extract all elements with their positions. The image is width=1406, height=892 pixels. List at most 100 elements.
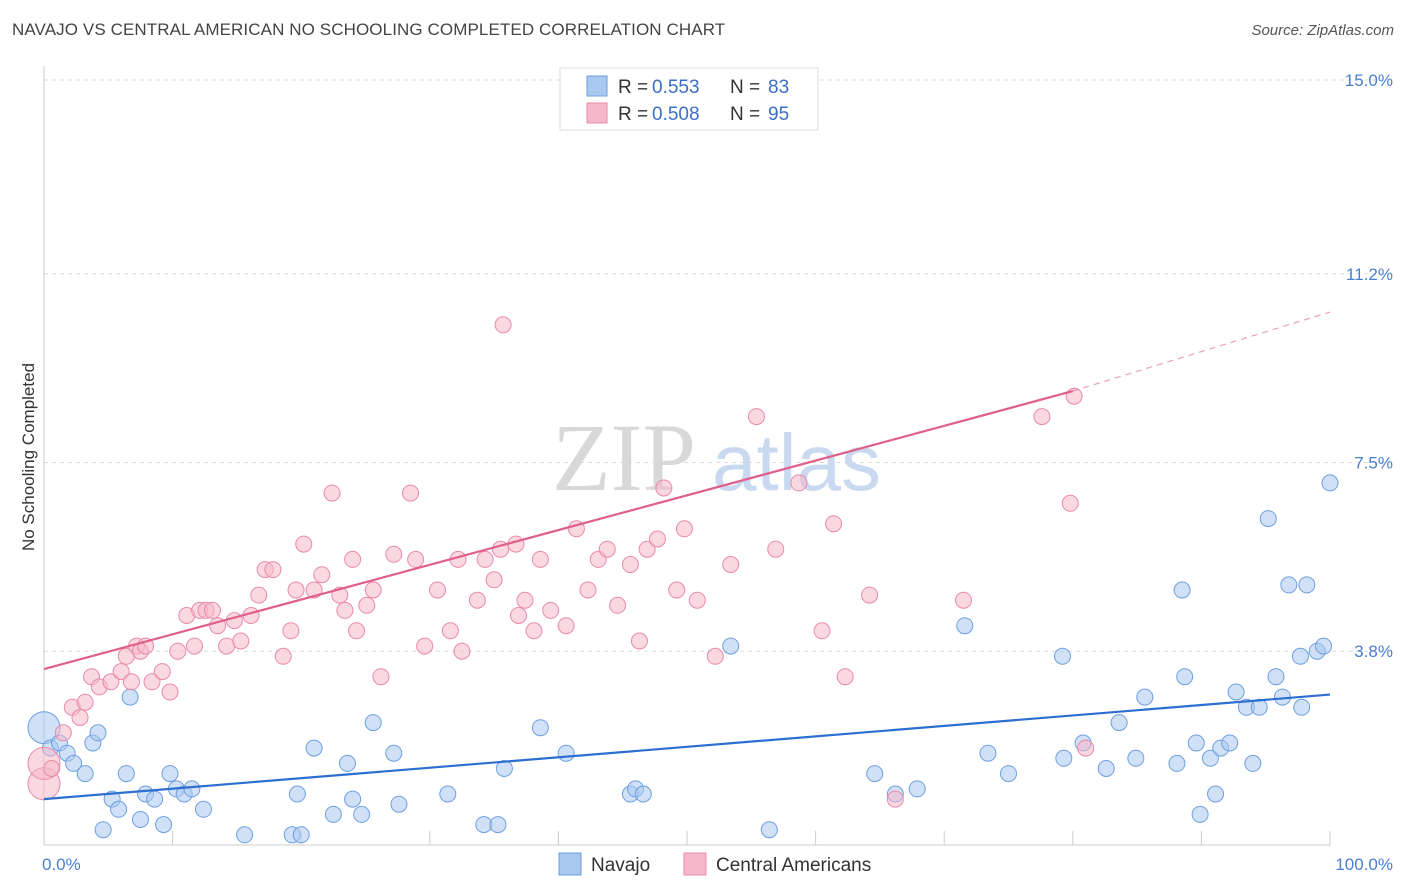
central-point-33	[274, 647, 292, 665]
central-point-44	[358, 596, 376, 614]
central-point-64	[531, 550, 549, 568]
central-point-48	[402, 484, 420, 502]
navajo-point-51	[1054, 647, 1072, 665]
central-point-86	[825, 515, 843, 533]
central-point-26	[218, 637, 236, 655]
navajo-point-13	[131, 811, 149, 828]
legend-n-label-central: N =	[730, 104, 760, 125]
y-tick-label-1: 7.5%	[1354, 454, 1393, 473]
navajo-point-27	[324, 805, 342, 823]
navajo-point-5	[76, 765, 94, 783]
central-point-77	[668, 581, 686, 599]
central-point-21	[185, 637, 203, 655]
central-point-56	[476, 550, 494, 568]
central-point-57	[485, 571, 503, 589]
navajo-point-36	[489, 816, 507, 834]
central-point-19	[169, 642, 187, 660]
navajo-point-42	[634, 785, 652, 803]
central-point-94	[1077, 739, 1095, 757]
x-tick-labels: 0.0% 100.0%	[42, 855, 1393, 874]
central-point-79	[688, 591, 706, 609]
navajo-point-56	[1127, 749, 1145, 767]
y-tick-label-2: 11.2%	[1346, 265, 1393, 284]
central-point-89	[886, 790, 904, 808]
central-point-72	[621, 556, 639, 573]
navajo-point-45	[866, 765, 884, 783]
y-tick-label-3: 15.0%	[1345, 71, 1393, 90]
data-points	[27, 316, 1339, 844]
navajo-point-20	[183, 780, 201, 798]
navajo-point-75	[1291, 647, 1309, 665]
y-axis-label: No Schooling Completed	[19, 363, 38, 551]
navajo-point-63	[1201, 749, 1219, 767]
navajo-point-79	[1315, 637, 1333, 655]
central-point-73	[630, 632, 648, 650]
navajo-point-50	[1000, 765, 1017, 783]
central-point-36	[295, 535, 313, 553]
navajo-point-48	[956, 617, 974, 635]
navajo-point-33	[390, 795, 408, 813]
central-point-38	[313, 566, 331, 584]
central-point-3	[54, 724, 72, 742]
navajo-point-62	[1191, 805, 1209, 823]
bottom-legend-label-navajo: Navajo	[591, 855, 650, 876]
navajo-point-55	[1110, 714, 1128, 732]
central-point-80	[706, 647, 724, 665]
navajo-point-30	[353, 805, 371, 823]
navajo-point-28	[338, 754, 356, 772]
navajo-point-4	[65, 754, 83, 772]
navajo-point-57	[1136, 688, 1154, 706]
central-point-28	[232, 632, 250, 650]
central-point-54	[453, 642, 471, 660]
x-tick-label-1: 100.0%	[1335, 855, 1393, 874]
central-point-62	[516, 591, 534, 609]
central-point-71	[609, 596, 627, 614]
navajo-point-34	[439, 785, 457, 803]
navajo-point-54	[1097, 760, 1115, 777]
legend-box: R = 0.553 N = 83 R = 0.508 N = 95	[559, 67, 819, 131]
legend-swatch-navajo	[586, 75, 608, 97]
central-point-75	[648, 530, 666, 548]
navajo-point-31	[364, 714, 382, 732]
watermark-atlas: atlas	[712, 418, 881, 507]
legend-n-value-navajo: 83	[768, 77, 789, 98]
navajo-point-61	[1187, 734, 1205, 752]
legend-r-value-central: 0.508	[652, 104, 700, 125]
legend-n-value-central: 95	[768, 104, 789, 125]
central-point-24	[203, 601, 221, 619]
bottom-legend-swatch-central	[683, 852, 707, 876]
trend-lines	[43, 311, 1331, 801]
bottom-legend-swatch-navajo	[558, 852, 582, 876]
navajo-point-26	[305, 739, 323, 757]
navajo-point-8	[94, 821, 112, 839]
central-point-61	[510, 607, 528, 624]
central-point-5	[71, 709, 89, 726]
central-point-52	[441, 622, 459, 640]
navajo-point-52	[1055, 749, 1073, 767]
navajo-point-71	[1259, 510, 1277, 528]
central-point-30	[250, 586, 268, 604]
central-point-9	[102, 673, 120, 691]
central-point-18	[161, 683, 179, 701]
central-point-34	[282, 622, 300, 640]
navajo-trend-line	[43, 693, 1331, 801]
central-point-68	[579, 581, 597, 599]
central-point-45	[364, 581, 382, 599]
central-point-43	[347, 622, 365, 640]
central-point-82	[747, 408, 765, 426]
navajo-point-32	[385, 744, 403, 762]
navajo-point-74	[1280, 576, 1298, 594]
central-point-66	[557, 617, 575, 635]
central-point-83	[767, 540, 785, 558]
navajo-point-58	[1168, 754, 1186, 772]
navajo-point-16	[155, 816, 173, 834]
central-point-50	[416, 637, 434, 655]
central-point-85	[813, 622, 831, 640]
legend-swatch-central	[586, 102, 608, 124]
navajo-point-11	[117, 765, 135, 783]
navajo-point-47	[908, 780, 926, 798]
central-point-63	[525, 622, 543, 640]
central-point-87	[836, 668, 854, 686]
central-point-59	[494, 316, 512, 334]
